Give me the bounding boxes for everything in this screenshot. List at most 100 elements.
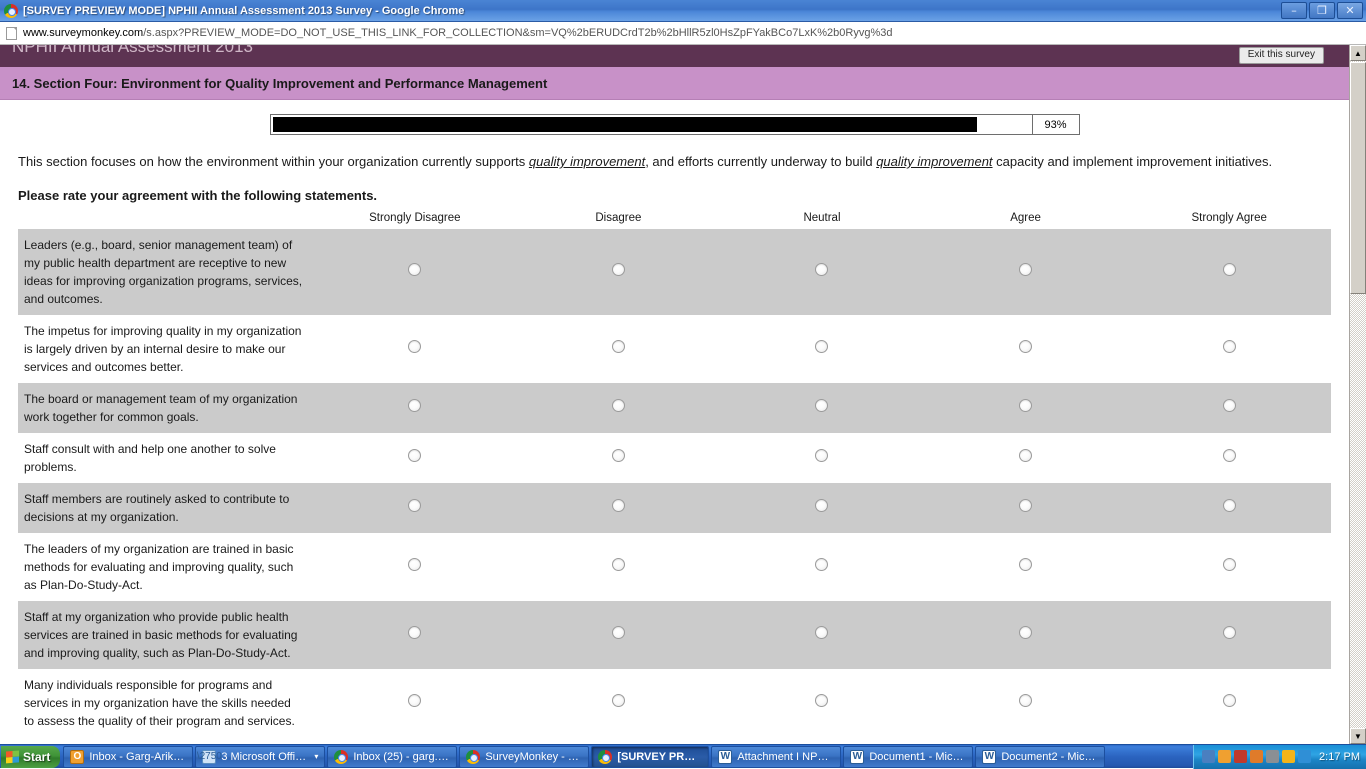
matrix-option-cell[interactable] — [517, 229, 721, 315]
matrix-option-cell[interactable] — [720, 669, 924, 737]
scroll-up-icon[interactable]: ▲ — [1350, 45, 1366, 61]
matrix-option-cell[interactable] — [1127, 383, 1331, 433]
matrix-option-cell[interactable] — [924, 315, 1128, 383]
radio-button[interactable] — [612, 626, 625, 639]
radio-button[interactable] — [1223, 499, 1236, 512]
network-icon[interactable] — [1202, 750, 1215, 763]
radio-button[interactable] — [408, 558, 421, 571]
start-button[interactable]: Start — [1, 746, 60, 768]
chevron-down-icon[interactable]: ▾ — [314, 752, 318, 761]
matrix-option-cell[interactable] — [1127, 669, 1331, 737]
radio-button[interactable] — [612, 399, 625, 412]
radio-button[interactable] — [815, 499, 828, 512]
matrix-option-cell[interactable] — [1127, 229, 1331, 315]
taskbar-item[interactable]: 3 Microsoft Office ...▾ — [195, 746, 325, 768]
matrix-option-cell[interactable] — [313, 383, 517, 433]
exit-survey-button[interactable]: Exit this survey — [1239, 47, 1324, 64]
matrix-option-cell[interactable] — [924, 433, 1128, 483]
radio-button[interactable] — [815, 694, 828, 707]
messenger-icon[interactable] — [1250, 750, 1263, 763]
radio-button[interactable] — [408, 340, 421, 353]
radio-button[interactable] — [612, 449, 625, 462]
matrix-option-cell[interactable] — [517, 315, 721, 383]
radio-button[interactable] — [1223, 626, 1236, 639]
taskbar-item[interactable]: [SURVEY PREVIE... — [591, 746, 709, 768]
matrix-option-cell[interactable] — [720, 433, 924, 483]
taskbar-item[interactable]: Inbox (25) - garg.a... — [327, 746, 457, 768]
taskbar-item[interactable]: Attachment I NPHI... — [711, 746, 841, 768]
matrix-option-cell[interactable] — [517, 433, 721, 483]
taskbar-item[interactable]: Inbox - Garg-Arika... — [63, 746, 193, 768]
radio-button[interactable] — [1019, 399, 1032, 412]
matrix-option-cell[interactable] — [1127, 533, 1331, 601]
radio-button[interactable] — [612, 263, 625, 276]
matrix-option-cell[interactable] — [924, 601, 1128, 669]
radio-button[interactable] — [815, 626, 828, 639]
radio-button[interactable] — [815, 399, 828, 412]
radio-button[interactable] — [408, 499, 421, 512]
radio-button[interactable] — [1223, 340, 1236, 353]
matrix-option-cell[interactable] — [313, 433, 517, 483]
matrix-option-cell[interactable] — [720, 229, 924, 315]
radio-button[interactable] — [1019, 499, 1032, 512]
scroll-down-icon[interactable]: ▼ — [1350, 728, 1366, 744]
matrix-option-cell[interactable] — [1127, 601, 1331, 669]
matrix-option-cell[interactable] — [517, 383, 721, 433]
radio-button[interactable] — [1019, 626, 1032, 639]
taskbar-item[interactable]: SurveyMonkey - Qu... — [459, 746, 589, 768]
matrix-option-cell[interactable] — [313, 229, 517, 315]
radio-button[interactable] — [408, 626, 421, 639]
matrix-option-cell[interactable] — [517, 483, 721, 533]
taskbar-item[interactable]: Document2 - Micros... — [975, 746, 1105, 768]
radio-button[interactable] — [815, 340, 828, 353]
radio-button[interactable] — [815, 558, 828, 571]
radio-button[interactable] — [1019, 263, 1032, 276]
radio-button[interactable] — [612, 499, 625, 512]
scrollbar-thumb[interactable] — [1350, 62, 1366, 294]
radio-button[interactable] — [1223, 399, 1236, 412]
radio-button[interactable] — [1223, 449, 1236, 462]
matrix-option-cell[interactable] — [1127, 433, 1331, 483]
matrix-option-cell[interactable] — [924, 383, 1128, 433]
matrix-option-cell[interactable] — [517, 533, 721, 601]
matrix-option-cell[interactable] — [517, 669, 721, 737]
window-title-bar[interactable]: [SURVEY PREVIEW MODE] NPHII Annual Asses… — [0, 0, 1366, 22]
matrix-option-cell[interactable] — [313, 601, 517, 669]
radio-button[interactable] — [408, 263, 421, 276]
radio-button[interactable] — [612, 558, 625, 571]
radio-button[interactable] — [1019, 694, 1032, 707]
radio-button[interactable] — [1019, 558, 1032, 571]
radio-button[interactable] — [408, 399, 421, 412]
radio-button[interactable] — [1223, 558, 1236, 571]
matrix-option-cell[interactable] — [313, 533, 517, 601]
disc-icon[interactable] — [1266, 750, 1279, 763]
note-icon[interactable] — [1298, 750, 1311, 763]
address-bar[interactable]: www.surveymonkey.com/s.aspx?PREVIEW_MODE… — [0, 22, 1366, 45]
radio-button[interactable] — [408, 694, 421, 707]
matrix-option-cell[interactable] — [720, 315, 924, 383]
flower-icon[interactable] — [1282, 750, 1295, 763]
radio-button[interactable] — [612, 694, 625, 707]
matrix-option-cell[interactable] — [313, 483, 517, 533]
matrix-option-cell[interactable] — [924, 229, 1128, 315]
matrix-option-cell[interactable] — [924, 533, 1128, 601]
matrix-option-cell[interactable] — [313, 315, 517, 383]
radio-button[interactable] — [1223, 694, 1236, 707]
radio-button[interactable] — [815, 263, 828, 276]
radio-button[interactable] — [612, 340, 625, 353]
matrix-option-cell[interactable] — [313, 669, 517, 737]
radio-button[interactable] — [1223, 263, 1236, 276]
matrix-option-cell[interactable] — [1127, 315, 1331, 383]
matrix-option-cell[interactable] — [924, 669, 1128, 737]
matrix-option-cell[interactable] — [924, 483, 1128, 533]
tray-clock[interactable]: 2:17 PM — [1319, 751, 1360, 763]
taskbar-item[interactable]: Document1 - Micros... — [843, 746, 973, 768]
minimize-button[interactable]: – — [1281, 2, 1307, 19]
url-text[interactable]: www.surveymonkey.com/s.aspx?PREVIEW_MODE… — [23, 27, 893, 39]
restore-button[interactable]: ❐ — [1309, 2, 1335, 19]
matrix-option-cell[interactable] — [720, 383, 924, 433]
radio-button[interactable] — [1019, 449, 1032, 462]
matrix-option-cell[interactable] — [1127, 483, 1331, 533]
matrix-option-cell[interactable] — [720, 601, 924, 669]
radio-button[interactable] — [1019, 340, 1032, 353]
